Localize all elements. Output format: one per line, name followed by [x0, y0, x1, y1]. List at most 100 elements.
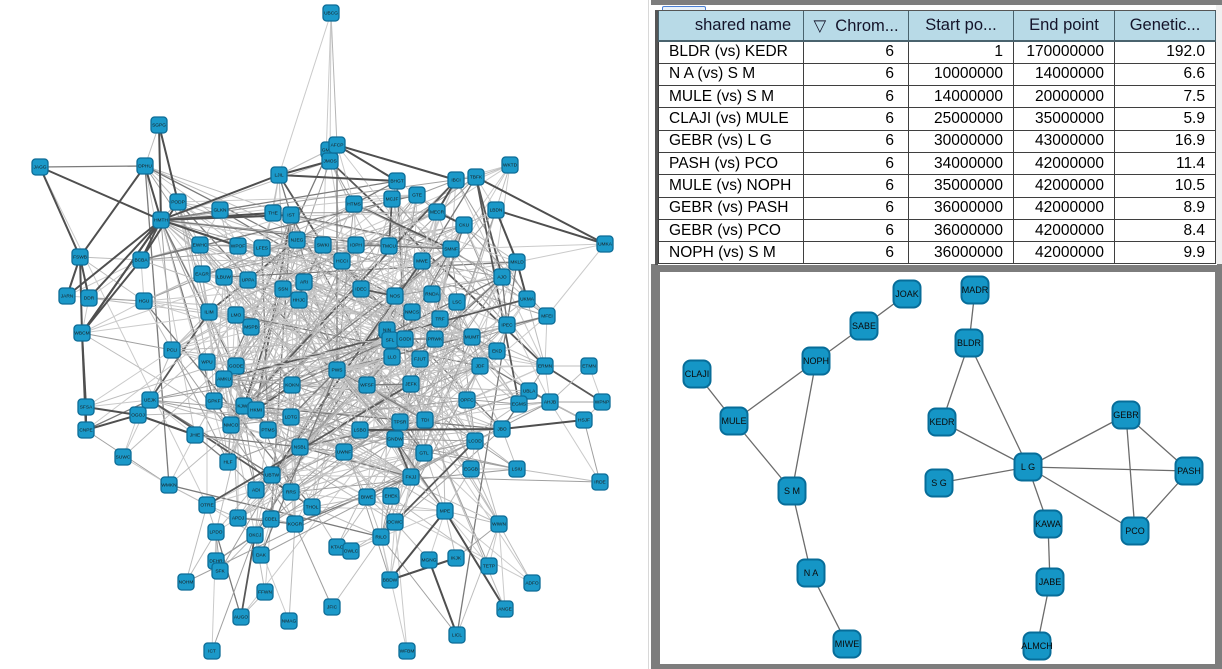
svg-text:FSWB: FSWB: [73, 255, 87, 261]
svg-text:GTL: GTL: [419, 451, 429, 457]
svg-text:NMAG: NMAG: [282, 619, 297, 625]
svg-text:WPU: WPU: [201, 360, 213, 366]
svg-text:MIWE: MIWE: [835, 639, 860, 649]
svg-text:BCBA: BCBA: [134, 258, 148, 264]
svg-text:HMTH: HMTH: [154, 218, 168, 224]
svg-text:ADI: ADI: [252, 488, 260, 494]
svg-text:HHJC: HHJC: [293, 298, 306, 304]
svg-text:THE: THE: [268, 211, 278, 217]
svg-text:PRWK: PRWK: [428, 337, 443, 343]
svg-text:MCJF: MCJF: [386, 197, 399, 203]
svg-text:L G: L G: [1021, 462, 1035, 472]
svg-text:MGNG: MGNG: [422, 558, 437, 564]
svg-text:ETMN: ETMN: [582, 364, 596, 370]
svg-text:WFBM: WFBM: [400, 649, 415, 655]
svg-text:UWNF: UWNF: [337, 450, 351, 456]
svg-text:UPPA: UPPA: [242, 278, 256, 284]
svg-text:EAGR: EAGR: [195, 272, 209, 278]
svg-text:OGOJ: OGOJ: [131, 413, 145, 419]
svg-text:WFSF: WFSF: [360, 383, 374, 389]
svg-text:JFIC: JFIC: [327, 605, 338, 611]
svg-text:LBUW: LBUW: [217, 275, 231, 281]
svg-text:WIWN: WIWN: [492, 522, 506, 528]
svg-text:OWLC: OWLC: [344, 549, 359, 555]
svg-text:NMCS: NMCS: [405, 310, 419, 316]
svg-text:LICL: LICL: [452, 633, 462, 639]
svg-text:HCCI: HCCI: [336, 259, 348, 265]
svg-text:IST: IST: [287, 213, 295, 219]
svg-text:LSBO: LSBO: [354, 428, 367, 434]
svg-text:MECR: MECR: [430, 210, 445, 216]
svg-text:JBO: JBO: [497, 427, 507, 433]
svg-text:JAGG: JAGG: [33, 165, 46, 171]
svg-text:ARI: ARI: [300, 280, 308, 286]
svg-text:HSJF: HSJF: [578, 418, 590, 424]
svg-text:NOHM: NOHM: [179, 580, 194, 586]
svg-text:HGU: HGU: [139, 299, 150, 305]
svg-text:NOPH: NOPH: [803, 356, 829, 366]
svg-text:WBCM: WBCM: [74, 331, 89, 337]
svg-text:GLKN: GLKN: [213, 208, 227, 214]
svg-text:LPDO: LPDO: [209, 530, 222, 536]
svg-text:TDI: TDI: [421, 418, 429, 424]
svg-text:NSBL: NSBL: [294, 445, 307, 451]
svg-text:UEJK: UEJK: [144, 398, 157, 404]
svg-text:MULE: MULE: [721, 416, 746, 426]
svg-text:GODE: GODE: [229, 364, 243, 370]
svg-text:UBTW: UBTW: [265, 473, 280, 479]
svg-text:KTAC: KTAC: [331, 545, 344, 551]
svg-text:OKCJ: OKCJ: [249, 533, 262, 539]
svg-text:KAWA: KAWA: [1035, 519, 1061, 529]
svg-text:GPKF: GPKF: [207, 399, 220, 405]
svg-text:MFEI: MFEI: [541, 314, 552, 320]
svg-text:S G: S G: [931, 478, 947, 488]
svg-text:UMKA: UMKA: [598, 242, 613, 248]
svg-text:IDEC: IDEC: [355, 287, 367, 293]
svg-text:EKD: EKD: [492, 349, 502, 355]
svg-text:LDTG: LDTG: [285, 415, 298, 421]
svg-text:ILIM: ILIM: [204, 310, 213, 316]
svg-text:GEBR: GEBR: [1113, 410, 1139, 420]
svg-text:TRF: TRF: [435, 317, 444, 323]
svg-text:OTRE: OTRE: [200, 503, 213, 509]
svg-text:WKTD: WKTD: [503, 163, 518, 169]
svg-text:PASH: PASH: [1177, 466, 1201, 476]
svg-text:DPHU: DPHU: [138, 164, 152, 170]
svg-text:OCWC: OCWC: [387, 520, 403, 526]
svg-text:PODP: PODP: [171, 200, 185, 206]
svg-text:AHJB: AHJB: [544, 400, 556, 406]
svg-text:BBDW: BBDW: [383, 578, 398, 584]
svg-text:SUWC: SUWC: [116, 455, 131, 461]
svg-text:SGPG: SGPG: [152, 123, 166, 129]
svg-text:EGMS: EGMS: [512, 402, 526, 408]
svg-text:ADFO: ADFO: [525, 581, 539, 587]
svg-text:UBCG: UBCG: [324, 11, 338, 17]
svg-text:MKLD: MKLD: [510, 260, 524, 266]
svg-text:AUGO: AUGO: [234, 615, 248, 621]
svg-text:WMKN: WMKN: [161, 483, 177, 489]
svg-text:KEDR: KEDR: [929, 417, 955, 427]
svg-text:LBDN: LBDN: [490, 208, 503, 214]
svg-text:OPFC: OPFC: [460, 398, 474, 404]
svg-text:LJIL: LJIL: [274, 173, 283, 179]
svg-text:IPEC: IPEC: [501, 323, 513, 329]
svg-text:PWS: PWS: [332, 368, 343, 374]
svg-text:EHEK: EHEK: [384, 494, 398, 500]
svg-text:HLF: HLF: [223, 460, 232, 466]
svg-text:NJEG: NJEG: [291, 238, 304, 244]
svg-text:DAK: DAK: [256, 553, 267, 559]
svg-text:FFWN: FFWN: [258, 590, 272, 596]
svg-text:HTMS: HTMS: [347, 202, 361, 208]
svg-text:FJUT: FJUT: [414, 357, 426, 363]
svg-text:TMCU: TMCU: [382, 244, 396, 250]
svg-text:LMO: LMO: [231, 313, 242, 319]
svg-text:PTMS: PTMS: [261, 428, 274, 434]
svg-text:GNDW: GNDW: [387, 437, 403, 443]
svg-text:RNDA: RNDA: [425, 292, 439, 298]
svg-text:WPNP: WPNP: [595, 400, 609, 406]
svg-text:BHGT: BHGT: [390, 179, 403, 185]
svg-text:MSPB: MSPB: [244, 325, 258, 331]
svg-text:KOGR: KOGR: [288, 522, 303, 528]
svg-text:JDF: JDF: [476, 364, 485, 370]
svg-text:PCLI: PCLI: [167, 348, 178, 354]
